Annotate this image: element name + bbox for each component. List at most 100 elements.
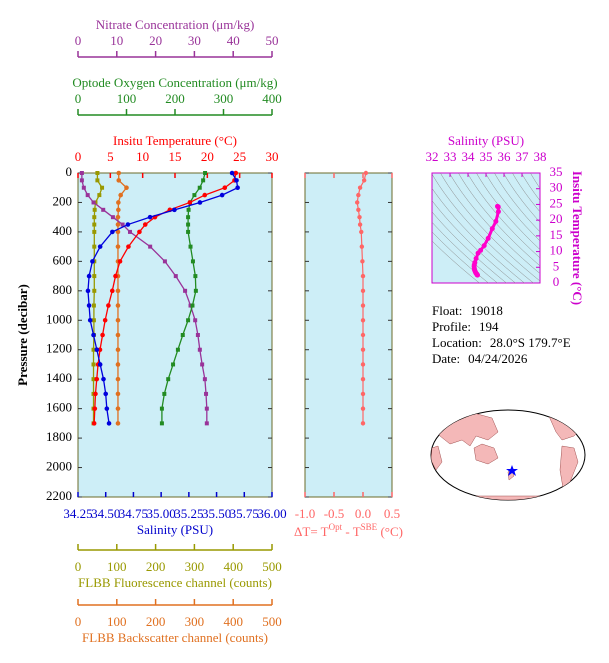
density-contour (458, 173, 540, 267)
profile-point (200, 362, 205, 367)
profile-point (137, 229, 142, 235)
profile-point (86, 273, 92, 279)
profile-point (97, 193, 102, 198)
x-tick-label: 36 (498, 149, 512, 164)
delta-point (359, 229, 364, 235)
profile-point (91, 362, 96, 367)
info-line: Date: 04/24/2026 (432, 351, 528, 366)
density-contour (440, 173, 540, 282)
x-tick-label: 200 (146, 559, 166, 574)
delta-point (363, 170, 369, 176)
profile-point (115, 406, 121, 411)
profile-point (116, 178, 122, 183)
x-axis-title-part: SBE (361, 522, 378, 532)
density-contour (432, 200, 516, 283)
x-axis-title: Nitrate Concentration (μm/kg) (96, 17, 255, 32)
x-tick-label: 34.75 (119, 506, 148, 521)
profile-point (95, 178, 100, 183)
profile-point (110, 215, 115, 220)
profile-point (186, 207, 191, 212)
delta-point (360, 406, 366, 411)
x-tick-label: 400 (223, 614, 243, 629)
profile-point (91, 303, 96, 308)
y-tick-label: 25 (550, 195, 563, 210)
ts-point (495, 209, 501, 215)
x-tick-label: 25 (233, 149, 246, 164)
profile-point (94, 347, 100, 353)
profile-point (81, 185, 86, 190)
x-axis-title: Optode Oxygen Concentration (μm/kg) (72, 75, 277, 90)
ts-point (481, 243, 487, 249)
profile-point (197, 200, 203, 205)
profile-point (115, 347, 121, 353)
x-tick-label: 100 (107, 614, 127, 629)
profile-point (86, 303, 92, 308)
density-contour (485, 173, 540, 242)
profile-point (127, 229, 132, 234)
profile-point (171, 362, 176, 367)
profile-line (161, 172, 206, 424)
x-tick-label: 200 (146, 614, 166, 629)
profile-point (95, 171, 100, 175)
x-tick-label: 50 (266, 33, 279, 48)
y-tick-label: 1800 (46, 429, 72, 444)
profile-point (192, 193, 197, 198)
profile-point (103, 391, 109, 397)
profile-point (106, 421, 112, 426)
density-contour (432, 187, 525, 283)
ts-point (489, 226, 495, 232)
x-tick-label: 10 (136, 149, 149, 164)
profile-point (124, 185, 129, 191)
delta-point (357, 222, 363, 227)
info-label: Date: (432, 351, 460, 366)
profile-point (91, 332, 96, 338)
x-tick-label: 400 (223, 559, 243, 574)
delta-point (356, 192, 361, 198)
profile-point (116, 170, 122, 176)
density-contour (432, 240, 480, 283)
profile-point (97, 362, 103, 367)
profile-point (186, 318, 191, 323)
profile-point (117, 259, 123, 264)
profile-point (104, 406, 110, 411)
x-tick-label: 0 (75, 91, 82, 106)
y-tick-label: 35 (550, 164, 563, 179)
profile-point (162, 259, 167, 264)
delta-point (360, 273, 366, 279)
delta-point (360, 347, 366, 352)
density-contour (432, 221, 498, 283)
profile-point (188, 244, 193, 249)
profile-point (94, 376, 100, 382)
density-contours (432, 173, 540, 283)
profile-point (92, 207, 97, 212)
profile-point (106, 303, 111, 308)
profile-point (79, 171, 84, 175)
delta-point (360, 391, 366, 397)
profile-point (190, 303, 195, 308)
profile-line (93, 172, 237, 424)
delta-panel (304, 172, 393, 498)
profile-point (234, 178, 239, 183)
profile-point (90, 259, 95, 264)
x-axis-title: Insitu Temperature (°C) (113, 133, 237, 148)
profile-point (197, 347, 202, 352)
density-contour (432, 231, 489, 283)
profile-point (115, 303, 121, 308)
profile-point (91, 421, 97, 426)
profile-point (186, 229, 191, 234)
profile-point (125, 222, 131, 227)
x-tick-label: 500 (262, 614, 282, 629)
profile-point (100, 332, 105, 338)
profile-point (202, 192, 208, 198)
profile-point (92, 244, 97, 249)
profile-point (162, 391, 167, 396)
profile-point (93, 391, 98, 397)
y-tick-label: 2200 (46, 488, 72, 503)
profile-point (113, 273, 118, 279)
profile-point (142, 222, 148, 227)
profile-point (115, 244, 121, 249)
profile-point (166, 377, 171, 382)
profile-line (92, 173, 103, 424)
profile-point (91, 200, 96, 205)
